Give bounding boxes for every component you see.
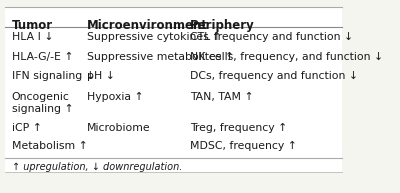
Text: Periphery: Periphery (190, 19, 255, 31)
Text: Suppressive cytokines ↑: Suppressive cytokines ↑ (87, 32, 222, 42)
Text: ↑ upregulation, ↓ downregulation.: ↑ upregulation, ↓ downregulation. (12, 162, 182, 172)
Text: Treg, frequency ↑: Treg, frequency ↑ (190, 123, 288, 133)
Text: IFN signaling ↓: IFN signaling ↓ (12, 71, 94, 81)
Text: Hypoxia ↑: Hypoxia ↑ (87, 92, 144, 102)
Text: Tumor: Tumor (12, 19, 53, 31)
Text: NK cells, frequency, and function ↓: NK cells, frequency, and function ↓ (190, 52, 384, 62)
Text: Suppressive metabolites ↑: Suppressive metabolites ↑ (87, 52, 234, 62)
Text: CTL frequency and function ↓: CTL frequency and function ↓ (190, 32, 354, 42)
Text: TAN, TAM ↑: TAN, TAM ↑ (190, 92, 254, 102)
Text: iCP ↑: iCP ↑ (12, 123, 42, 133)
Text: DCs, frequency and function ↓: DCs, frequency and function ↓ (190, 71, 358, 81)
Text: HLA-G/-E ↑: HLA-G/-E ↑ (12, 52, 73, 62)
Text: Microbiome: Microbiome (87, 123, 151, 133)
Text: Oncogenic
signaling ↑: Oncogenic signaling ↑ (12, 92, 73, 114)
Text: MDSC, frequency ↑: MDSC, frequency ↑ (190, 141, 297, 151)
Text: HLA I ↓: HLA I ↓ (12, 32, 53, 42)
Text: Microenvironment: Microenvironment (87, 19, 208, 31)
Text: Metabolism ↑: Metabolism ↑ (12, 141, 88, 151)
FancyBboxPatch shape (5, 7, 342, 173)
Text: pH ↓: pH ↓ (87, 71, 115, 81)
